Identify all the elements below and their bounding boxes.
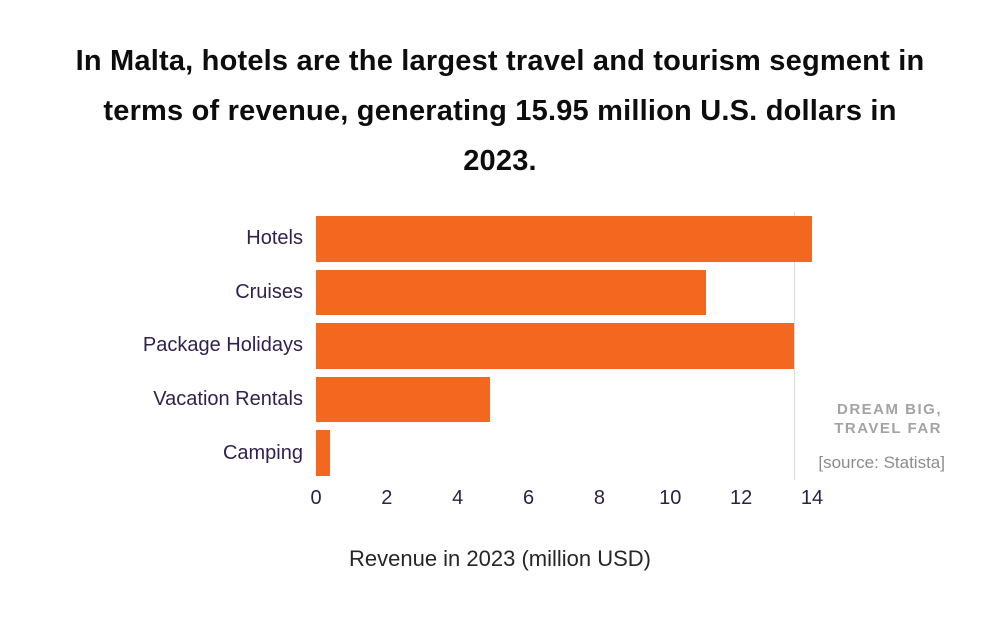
bar-series (316, 212, 812, 480)
x-tick-4: 4 (452, 487, 464, 509)
bar-package-holidays (316, 323, 795, 369)
watermark-text: Dream big, Travel far (834, 400, 942, 438)
vertical-gridline (794, 212, 796, 480)
x-tick-8: 8 (593, 487, 605, 509)
bar-camping (316, 430, 331, 476)
bar-cruises (316, 269, 706, 316)
watermark-line-1: Dream big, (837, 401, 942, 418)
category-label-vacation-rentals: Vacation Rentals (153, 388, 303, 411)
x-tick-0: 0 (310, 487, 322, 509)
bar-row-vacation-rentals (316, 373, 812, 427)
source-attribution: [source: Statista] (818, 453, 945, 472)
bar-row-camping (316, 426, 812, 480)
category-label-hotels: Hotels (246, 227, 303, 250)
bar-row-package-holidays (316, 319, 812, 373)
category-label-cruises: Cruises (235, 280, 303, 303)
bar-row-hotels (316, 212, 812, 266)
category-label-package-holidays: Package Holidays (142, 334, 303, 357)
category-label-camping: Camping (222, 441, 303, 464)
x-tick-10: 10 (659, 487, 682, 509)
category-axis-labels: Hotels Cruises Package Holidays Vacation Re… (40, 212, 303, 480)
plot-area (316, 212, 812, 480)
x-tick-12: 12 (730, 487, 753, 509)
chart-title: In Malta, hotels are the largest travel … (75, 45, 925, 177)
x-tick-14: 14 (800, 487, 824, 509)
x-axis-title: Revenue in 2023 (million USD) (348, 546, 652, 571)
bar-hotels (316, 216, 812, 262)
watermark-line-2: Travel far (834, 420, 942, 437)
x-tick-2: 2 (381, 487, 393, 509)
x-axis-ticks: 0 2 4 6 8 10 12 14 (310, 487, 823, 513)
x-tick-6: 6 (523, 487, 535, 509)
bar-vacation-rentals (316, 376, 490, 423)
bar-row-cruises (316, 266, 812, 320)
